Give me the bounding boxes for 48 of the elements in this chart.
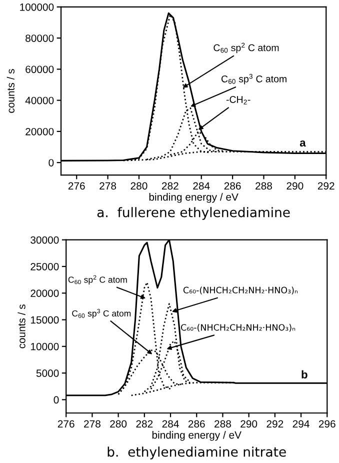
y-axis-title: counts / s bbox=[18, 304, 26, 348]
x-tick-label: 276 bbox=[58, 420, 74, 428]
y-tick-label: 20000 bbox=[30, 290, 59, 297]
text: a. fullerene ethylenediamine bbox=[97, 207, 290, 220]
y-tick-label: 20000 bbox=[26, 128, 54, 136]
x-tick-label: 286 bbox=[188, 420, 205, 428]
x-tick-label: 292 bbox=[318, 182, 334, 190]
y-tick-label: 100000 bbox=[20, 3, 54, 11]
x-tick-label: 284 bbox=[193, 182, 210, 190]
annotation: C₆₀-(NHCH₂CH₂NH₂·HNO₃)ₙ bbox=[183, 286, 298, 294]
x-axis-title: binding energy / eV bbox=[152, 431, 242, 441]
x-tick-label: 294 bbox=[292, 420, 310, 428]
annotation: C₆₀-(NHCH₂CH₂NH₂·HNO₃)ₙ bbox=[180, 324, 296, 332]
y-tick-label: 15000 bbox=[30, 316, 59, 324]
y-tick-label: 10000 bbox=[30, 342, 59, 350]
x-tick-label: 288 bbox=[214, 420, 231, 428]
annotation: -CH$_{2}$- bbox=[226, 96, 250, 104]
x-tick-label: 290 bbox=[286, 182, 304, 190]
y-tick-label: 80000 bbox=[26, 34, 54, 42]
x-tick-label: 290 bbox=[240, 420, 258, 428]
annotation: b bbox=[302, 370, 308, 378]
y-tick-label: 25000 bbox=[30, 262, 59, 270]
x-tick-label: 276 bbox=[68, 182, 85, 190]
x-tick-label: 296 bbox=[318, 420, 336, 428]
x-tick-label: 282 bbox=[162, 182, 178, 190]
annotation: C$_{60}$ sp$^{3}$ C atom bbox=[72, 308, 131, 318]
x-axis-title: binding energy / eV bbox=[149, 193, 238, 203]
x-tick-label: 284 bbox=[162, 420, 179, 428]
y-tick-label: 0 bbox=[54, 396, 59, 404]
x-tick-label: 280 bbox=[130, 182, 148, 190]
y-tick-label: 40000 bbox=[25, 96, 54, 104]
x-tick-label: 278 bbox=[84, 420, 100, 428]
y-tick-label: 30000 bbox=[30, 236, 59, 244]
annotation: C$_{60}$ sp$^{3}$ C atom bbox=[222, 74, 286, 84]
text: b. ethylenediamine nitrate bbox=[108, 446, 286, 460]
x-tick-label: 282 bbox=[136, 420, 153, 428]
x-tick-label: 280 bbox=[110, 420, 127, 428]
annotation: C$_{60}$ sp$^{2}$ C atom bbox=[214, 42, 279, 54]
y-tick-label: 0 bbox=[48, 159, 54, 166]
y-tick-label: 60000 bbox=[26, 66, 54, 74]
y-axis-title: counts / s bbox=[6, 69, 14, 113]
y-tick-label: 5000 bbox=[36, 370, 59, 377]
x-tick-label: 278 bbox=[100, 182, 116, 190]
annotation: a bbox=[300, 140, 306, 147]
x-tick-label: 292 bbox=[266, 420, 284, 428]
annotation: C$_{60}$ sp$^{2}$ C atom bbox=[68, 275, 127, 285]
x-tick-label: 288 bbox=[256, 182, 272, 190]
x-tick-label: 286 bbox=[224, 182, 241, 190]
